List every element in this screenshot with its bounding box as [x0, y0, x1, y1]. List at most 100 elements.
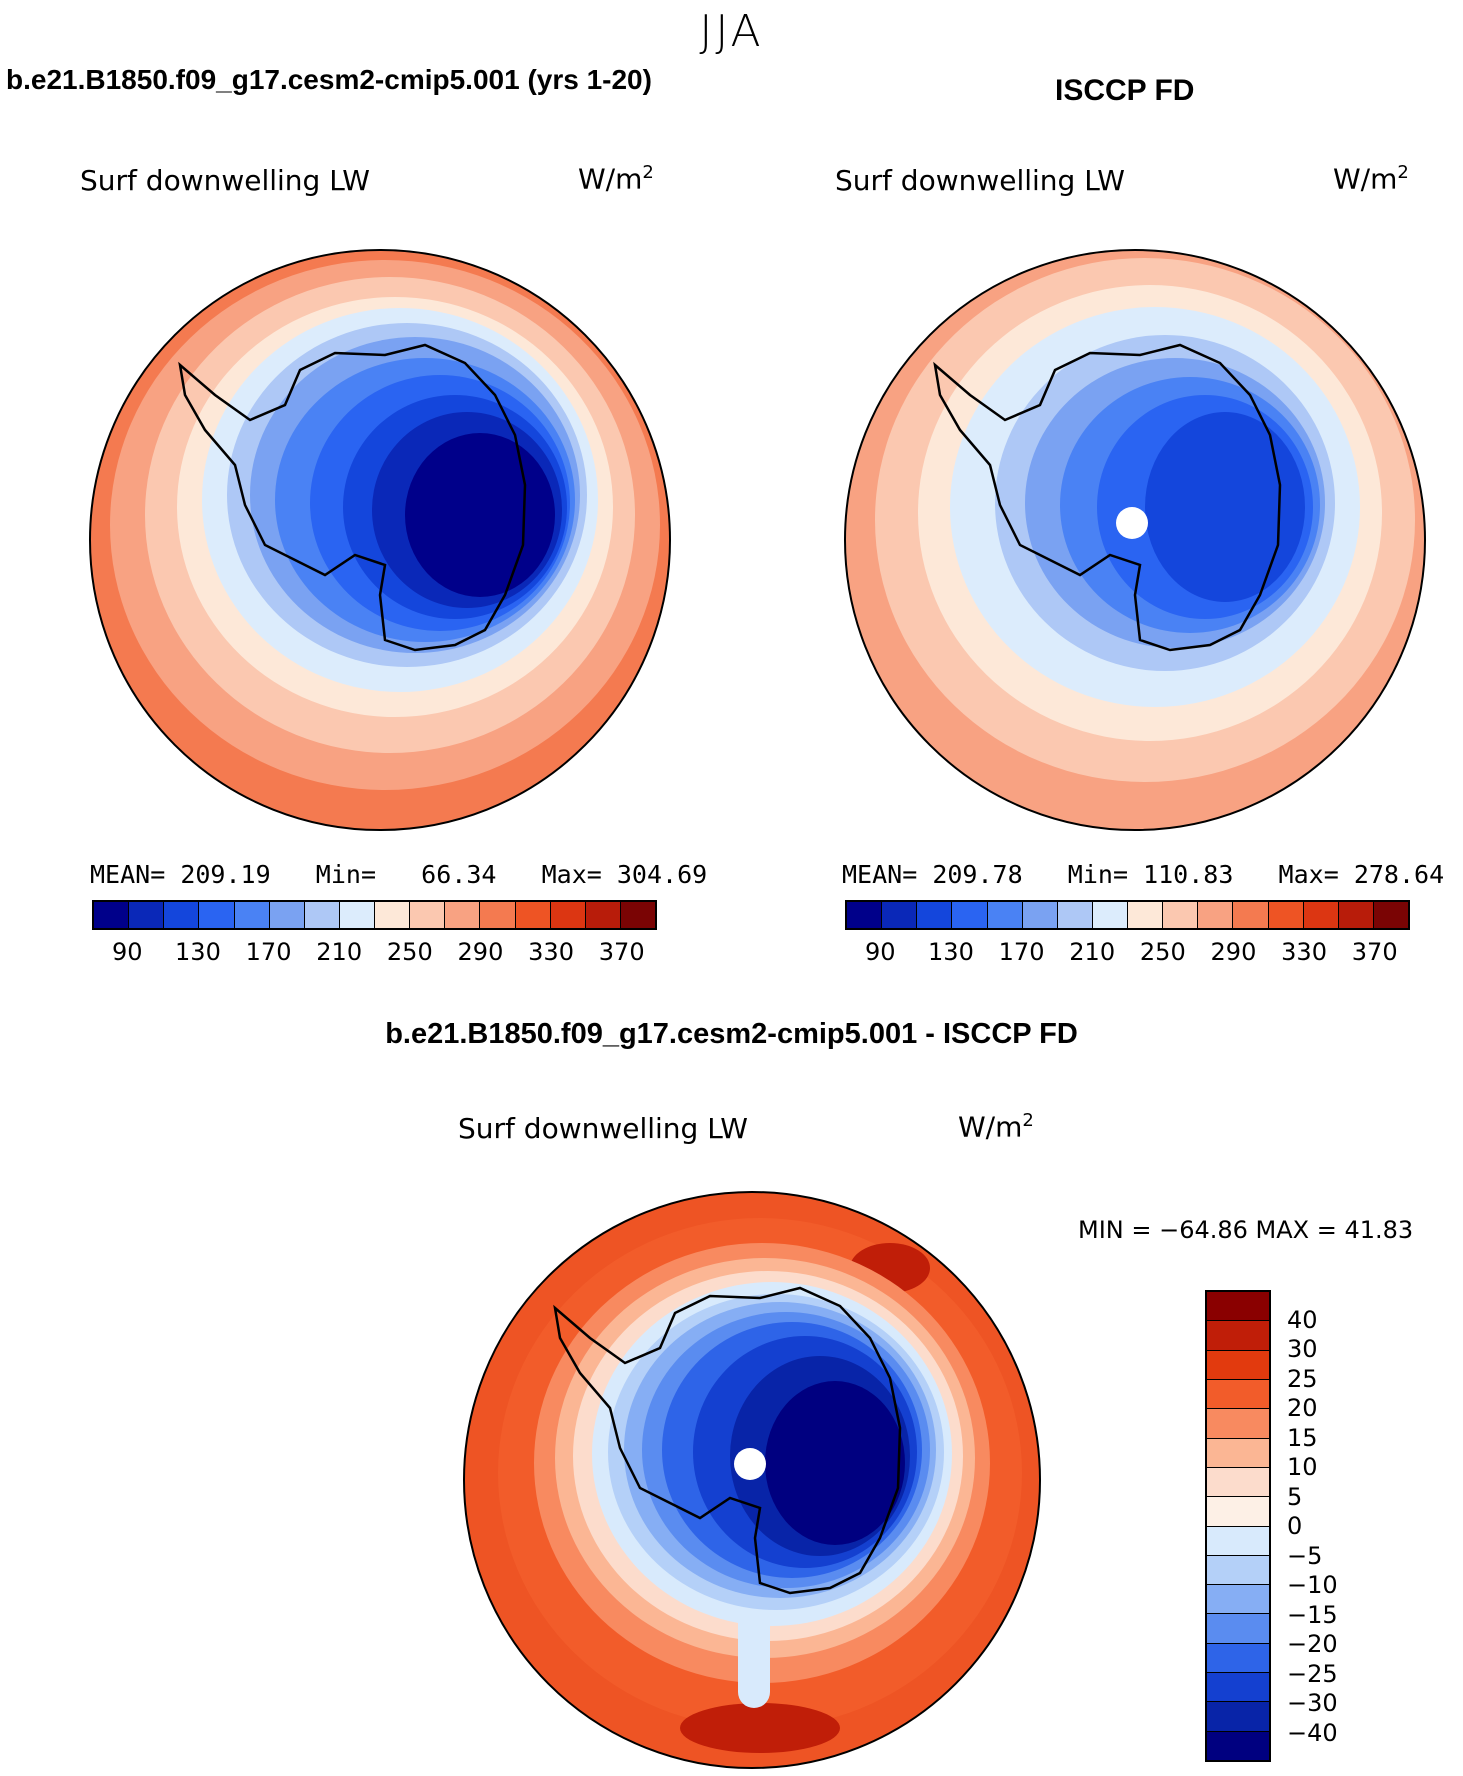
- diff-colorbar-label: 20: [1287, 1394, 1318, 1422]
- diff-colorbar-swatch: [1207, 1409, 1269, 1439]
- season-title: JJA: [699, 6, 764, 57]
- model-colorbar-tick: 370: [598, 938, 645, 966]
- model-colorbar-swatch: [339, 902, 375, 928]
- model-colorbar: [92, 900, 657, 930]
- obs-colorbar-swatch: [917, 902, 953, 928]
- model-colorbar-swatch: [410, 902, 446, 928]
- model-colorbar-swatch: [269, 902, 305, 928]
- obs-colorbar-swatch: [1233, 902, 1269, 928]
- obs-colorbar-swatch: [1057, 902, 1093, 928]
- obs-colorbar-tick: 210: [1069, 938, 1116, 966]
- obs-units-label: W/m2: [1333, 162, 1409, 196]
- diff-colorbar-label: 0: [1287, 1512, 1303, 1540]
- obs-stats: MEAN= 209.78 Min= 110.83 Max= 278.64: [842, 860, 1445, 889]
- diff-colorbar-label: 5: [1287, 1482, 1303, 1511]
- obs-colorbar-swatch: [1128, 902, 1164, 928]
- diff-colorbar-swatch: [1207, 1321, 1269, 1351]
- model-colorbar-swatch: [234, 902, 270, 928]
- obs-colorbar-swatch: [1163, 902, 1199, 928]
- obs-colorbar-swatch: [1303, 902, 1339, 928]
- model-colorbar-swatch: [129, 902, 165, 928]
- diff-colorbar-swatch: [1207, 1526, 1269, 1556]
- model-colorbar-swatch: [620, 902, 655, 928]
- obs-colorbar-tick: 290: [1210, 938, 1257, 966]
- model-colorbar-tick: 330: [528, 938, 574, 966]
- diff-colorbar-swatch: [1207, 1555, 1269, 1586]
- model-colorbar-swatch: [304, 902, 340, 928]
- model-colorbar-swatch: [164, 902, 200, 928]
- diff-colorbar-swatch: [1207, 1731, 1269, 1760]
- model-colorbar-tick: 130: [175, 938, 221, 966]
- obs-colorbar-tick: 370: [1351, 938, 1398, 966]
- obs-colorbar-swatch: [1092, 902, 1128, 928]
- model-colorbar-tick: 250: [386, 938, 433, 966]
- model-colorbar-swatch: [94, 902, 130, 928]
- model-polar-map: [89, 249, 671, 831]
- diff-colorbar-swatch: [1207, 1643, 1269, 1674]
- diff-colorbar-label: −5: [1287, 1541, 1323, 1570]
- diff-colorbar-label: −10: [1287, 1571, 1338, 1599]
- model-colorbar-swatch: [550, 902, 586, 928]
- diff-colorbar-label: 10: [1287, 1453, 1318, 1481]
- diff-colorbar-swatch: [1207, 1702, 1269, 1732]
- diff-minmax: MIN = −64.86 MAX = 41.83: [1078, 1216, 1414, 1244]
- model-colorbar-swatch: [515, 902, 551, 928]
- model-colorbar-tick: 170: [245, 938, 292, 966]
- diff-colorbar-swatch: [1207, 1467, 1269, 1498]
- model-colorbar-swatch: [585, 902, 621, 928]
- model-colorbar-tick: 290: [457, 938, 504, 966]
- obs-colorbar-swatch: [1022, 902, 1058, 928]
- obs-colorbar-tick: 330: [1281, 938, 1327, 966]
- model-colorbar-swatch: [199, 902, 235, 928]
- diff-colorbar-label: 25: [1287, 1364, 1318, 1393]
- model-colorbar-swatch: [445, 902, 481, 928]
- obs-polar-map: [844, 249, 1426, 831]
- diff-units-label: W/m2: [958, 1110, 1034, 1144]
- diff-colorbar-swatch: [1207, 1350, 1269, 1380]
- diff-polar-map: [463, 1191, 1041, 1769]
- diff-colorbar-swatch: [1207, 1585, 1269, 1615]
- obs-colorbar-ticks: 90 130 170 210 250 290 330 370: [845, 938, 1410, 968]
- model-colorbar-ticks: 90 130 170 210 250 290 330 370: [92, 938, 657, 968]
- diff-colorbar-swatch: [1207, 1673, 1269, 1703]
- diff-colorbar-label: 30: [1287, 1335, 1318, 1363]
- model-stats: MEAN= 209.19 Min= 66.34 Max= 304.69: [90, 860, 708, 889]
- diff-colorbar: [1205, 1290, 1271, 1762]
- obs-colorbar-tick: 250: [1139, 938, 1186, 966]
- model-variable-label: Surf downwelling LW: [80, 164, 370, 197]
- diff-variable-label: Surf downwelling LW: [458, 1112, 748, 1145]
- diff-colorbar-label: −30: [1287, 1689, 1338, 1717]
- model-units-label: W/m2: [578, 162, 654, 196]
- obs-colorbar-swatch: [847, 902, 883, 928]
- model-panel-title: b.e21.B1850.f09_g17.cesm2-cmip5.001 (yrs…: [6, 64, 652, 95]
- obs-colorbar: [845, 900, 1410, 930]
- diff-colorbar-swatch: [1207, 1379, 1269, 1410]
- obs-colorbar-swatch: [1268, 902, 1304, 928]
- model-colorbar-swatch: [375, 902, 411, 928]
- diff-colorbar-label: 15: [1287, 1423, 1318, 1452]
- obs-colorbar-swatch: [987, 902, 1023, 928]
- diff-colorbar-swatch: [1207, 1614, 1269, 1644]
- diff-colorbar-label: −15: [1287, 1600, 1338, 1629]
- diff-colorbar-label: 40: [1287, 1305, 1318, 1334]
- model-colorbar-tick: 90: [112, 938, 143, 966]
- diff-colorbar-labels: 40 30 25 20 15 10 5 0 −5 −10 −15 −20 −25 −30 −40: [1287, 1290, 1367, 1762]
- obs-variable-label: Surf downwelling LW: [835, 164, 1125, 197]
- diff-colorbar-swatch: [1207, 1438, 1269, 1468]
- diff-colorbar-label: −20: [1287, 1630, 1338, 1658]
- obs-colorbar-swatch: [882, 902, 918, 928]
- obs-colorbar-tick: 90: [865, 938, 896, 966]
- obs-colorbar-swatch: [952, 902, 988, 928]
- model-colorbar-swatch: [480, 902, 516, 928]
- obs-colorbar-tick: 130: [928, 938, 974, 966]
- obs-colorbar-tick: 170: [998, 938, 1045, 966]
- obs-panel-title: ISCCP FD: [1055, 74, 1195, 107]
- diff-colorbar-swatch: [1207, 1497, 1269, 1527]
- diff-colorbar-label: −40: [1287, 1718, 1338, 1747]
- diff-colorbar-swatch: [1207, 1292, 1269, 1322]
- obs-colorbar-swatch: [1373, 902, 1408, 928]
- obs-colorbar-swatch: [1198, 902, 1234, 928]
- obs-colorbar-swatch: [1338, 902, 1374, 928]
- model-colorbar-tick: 210: [316, 938, 363, 966]
- diff-colorbar-label: −25: [1287, 1659, 1338, 1688]
